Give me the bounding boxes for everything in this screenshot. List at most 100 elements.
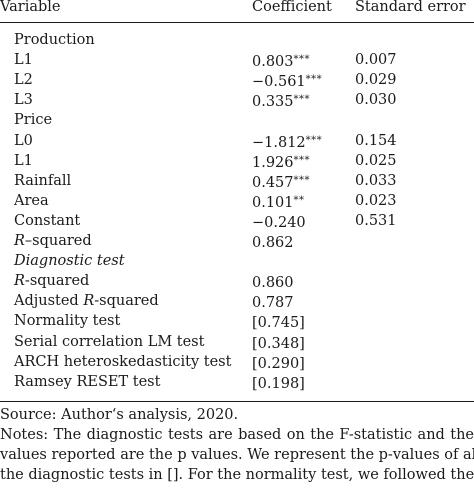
coefficient-value: 0.457 [252, 174, 294, 191]
row-variable-label: -squared [94, 293, 159, 310]
row-variable-label: L1 [14, 52, 33, 69]
row-variable-prefix: Adjusted [14, 293, 84, 310]
source-line: Source: Author‘s analysis, 2020. [0, 407, 239, 423]
row-variable-label: L0 [14, 132, 33, 149]
coefficient-value: −0.561 [252, 74, 306, 91]
table-row: R–squared 0.862 [0, 231, 474, 251]
row-coefficient: [0.348] [252, 332, 305, 354]
table-row: Price [0, 110, 474, 130]
row-variable-label: Area [14, 192, 49, 209]
row-variable: L1 [14, 151, 33, 171]
row-variable: R-squared [14, 271, 89, 291]
row-variable-italic: R [14, 273, 25, 290]
header-coefficient: Coefficient [252, 0, 332, 15]
coefficient-value: 0.787 [252, 295, 294, 312]
table-row: Diagnostic test [0, 251, 474, 271]
row-coefficient: 0.457*** [252, 171, 310, 193]
row-variable: Diagnostic test [14, 251, 125, 271]
coefficient-value: −0.240 [252, 214, 306, 231]
row-variable: Area [14, 191, 49, 211]
significance-stars: *** [293, 94, 311, 106]
notes-line-2: values reported are the p values. We rep… [0, 447, 474, 463]
row-variable: L1 [14, 50, 33, 70]
table-row: Area 0.101** 0.023 [0, 191, 474, 211]
table-row: Rainfall 0.457*** 0.033 [0, 171, 474, 191]
row-standard-error: 0.023 [355, 192, 397, 209]
row-variable: Normality test [14, 311, 120, 331]
table-row: L3 0.335*** 0.030 [0, 90, 474, 110]
row-variable-italic: R [83, 293, 95, 310]
table-row: Production [0, 30, 474, 50]
coefficient-value: [0.348] [252, 335, 305, 352]
row-coefficient: [0.290] [252, 352, 305, 374]
header-variable: Variable [0, 0, 61, 15]
coefficient-value: −1.812 [252, 134, 306, 151]
row-variable: L3 [14, 90, 33, 110]
significance-stars: *** [305, 134, 323, 146]
row-coefficient: 0.860 [252, 271, 294, 293]
row-coefficient: [0.198] [252, 372, 305, 394]
row-standard-error: 0.007 [355, 52, 397, 69]
row-variable: Production [14, 30, 95, 50]
table-row: L0 −1.812*** 0.154 [0, 131, 474, 151]
coefficient-value: 0.335 [252, 94, 294, 111]
coefficient-value: 0.101 [252, 194, 294, 211]
row-variable-italic: R [14, 233, 25, 249]
row-variable: Adjusted R-squared [14, 291, 159, 311]
row-variable: L2 [14, 70, 33, 90]
coefficient-value: [0.290] [252, 355, 305, 372]
row-variable-label: Constant [14, 212, 81, 229]
significance-stars: *** [293, 174, 311, 186]
row-variable-label: –squared [24, 233, 92, 249]
header-standard-error: Standard error [355, 0, 466, 15]
row-variable-label: -squared [24, 273, 90, 290]
row-coefficient: 0.862 [252, 231, 294, 253]
table-row: Adjusted R-squared 0.787 [0, 291, 474, 311]
row-variable-label: Production [14, 32, 95, 48]
coefficient-value: 0.862 [252, 235, 294, 251]
row-variable-label: ARCH heteroskedasticity test [14, 353, 232, 370]
table-row: L2 −0.561*** 0.029 [0, 70, 474, 90]
row-variable: R–squared [14, 231, 92, 251]
row-variable-label: Price [14, 112, 53, 129]
coefficient-value: 0.860 [252, 275, 294, 292]
row-standard-error: 0.033 [355, 172, 397, 189]
significance-stars: *** [305, 74, 323, 86]
notes-line-3: the diagnostic tests in []. For the norm… [0, 467, 474, 483]
row-standard-error: 0.029 [355, 72, 397, 89]
row-variable-label: Diagnostic test [14, 253, 125, 270]
table-row: Normality test [0.745] [0, 311, 474, 331]
row-coefficient: 0.101** [252, 191, 305, 213]
table-row: Constant −0.240 0.531 [0, 211, 474, 231]
row-variable: Price [14, 110, 52, 130]
row-coefficient: [0.745] [252, 311, 305, 333]
row-variable-label: Serial correlation LM test [14, 333, 205, 350]
coefficient-value: [0.198] [252, 375, 305, 392]
significance-stars: *** [293, 154, 311, 166]
row-variable: Ramsey RESET test [14, 372, 160, 392]
row-standard-error: 0.030 [355, 92, 397, 109]
row-variable-label: Normality test [14, 313, 121, 330]
row-standard-error: 0.154 [355, 132, 397, 149]
coefficient-value: 0.803 [252, 54, 294, 71]
row-standard-error: 0.531 [355, 212, 397, 229]
table-notes: Source: Author‘s analysis, 2020. Notes: … [0, 405, 474, 485]
table-row: L1 1.926*** 0.025 [0, 151, 474, 171]
table-row: R-squared 0.860 [0, 271, 474, 291]
row-coefficient: 1.926*** [252, 151, 310, 173]
row-coefficient: 0.335*** [252, 90, 310, 112]
table-header: Variable Coefficient Standard error [0, 0, 474, 17]
row-coefficient: −0.240 [252, 211, 306, 233]
row-variable-label: Rainfall [14, 172, 72, 189]
row-variable-label: Ramsey RESET test [14, 373, 161, 390]
row-coefficient: 0.803*** [252, 50, 310, 72]
table-row: L1 0.803*** 0.007 [0, 50, 474, 70]
row-variable-label: L1 [14, 152, 33, 169]
row-variable: Serial correlation LM test [14, 332, 204, 352]
row-variable: Rainfall [14, 171, 71, 191]
header-rule [0, 22, 474, 23]
coefficient-value: [0.745] [252, 315, 305, 332]
row-variable-label: L2 [14, 72, 33, 89]
coefficient-value: 1.926 [252, 154, 294, 171]
